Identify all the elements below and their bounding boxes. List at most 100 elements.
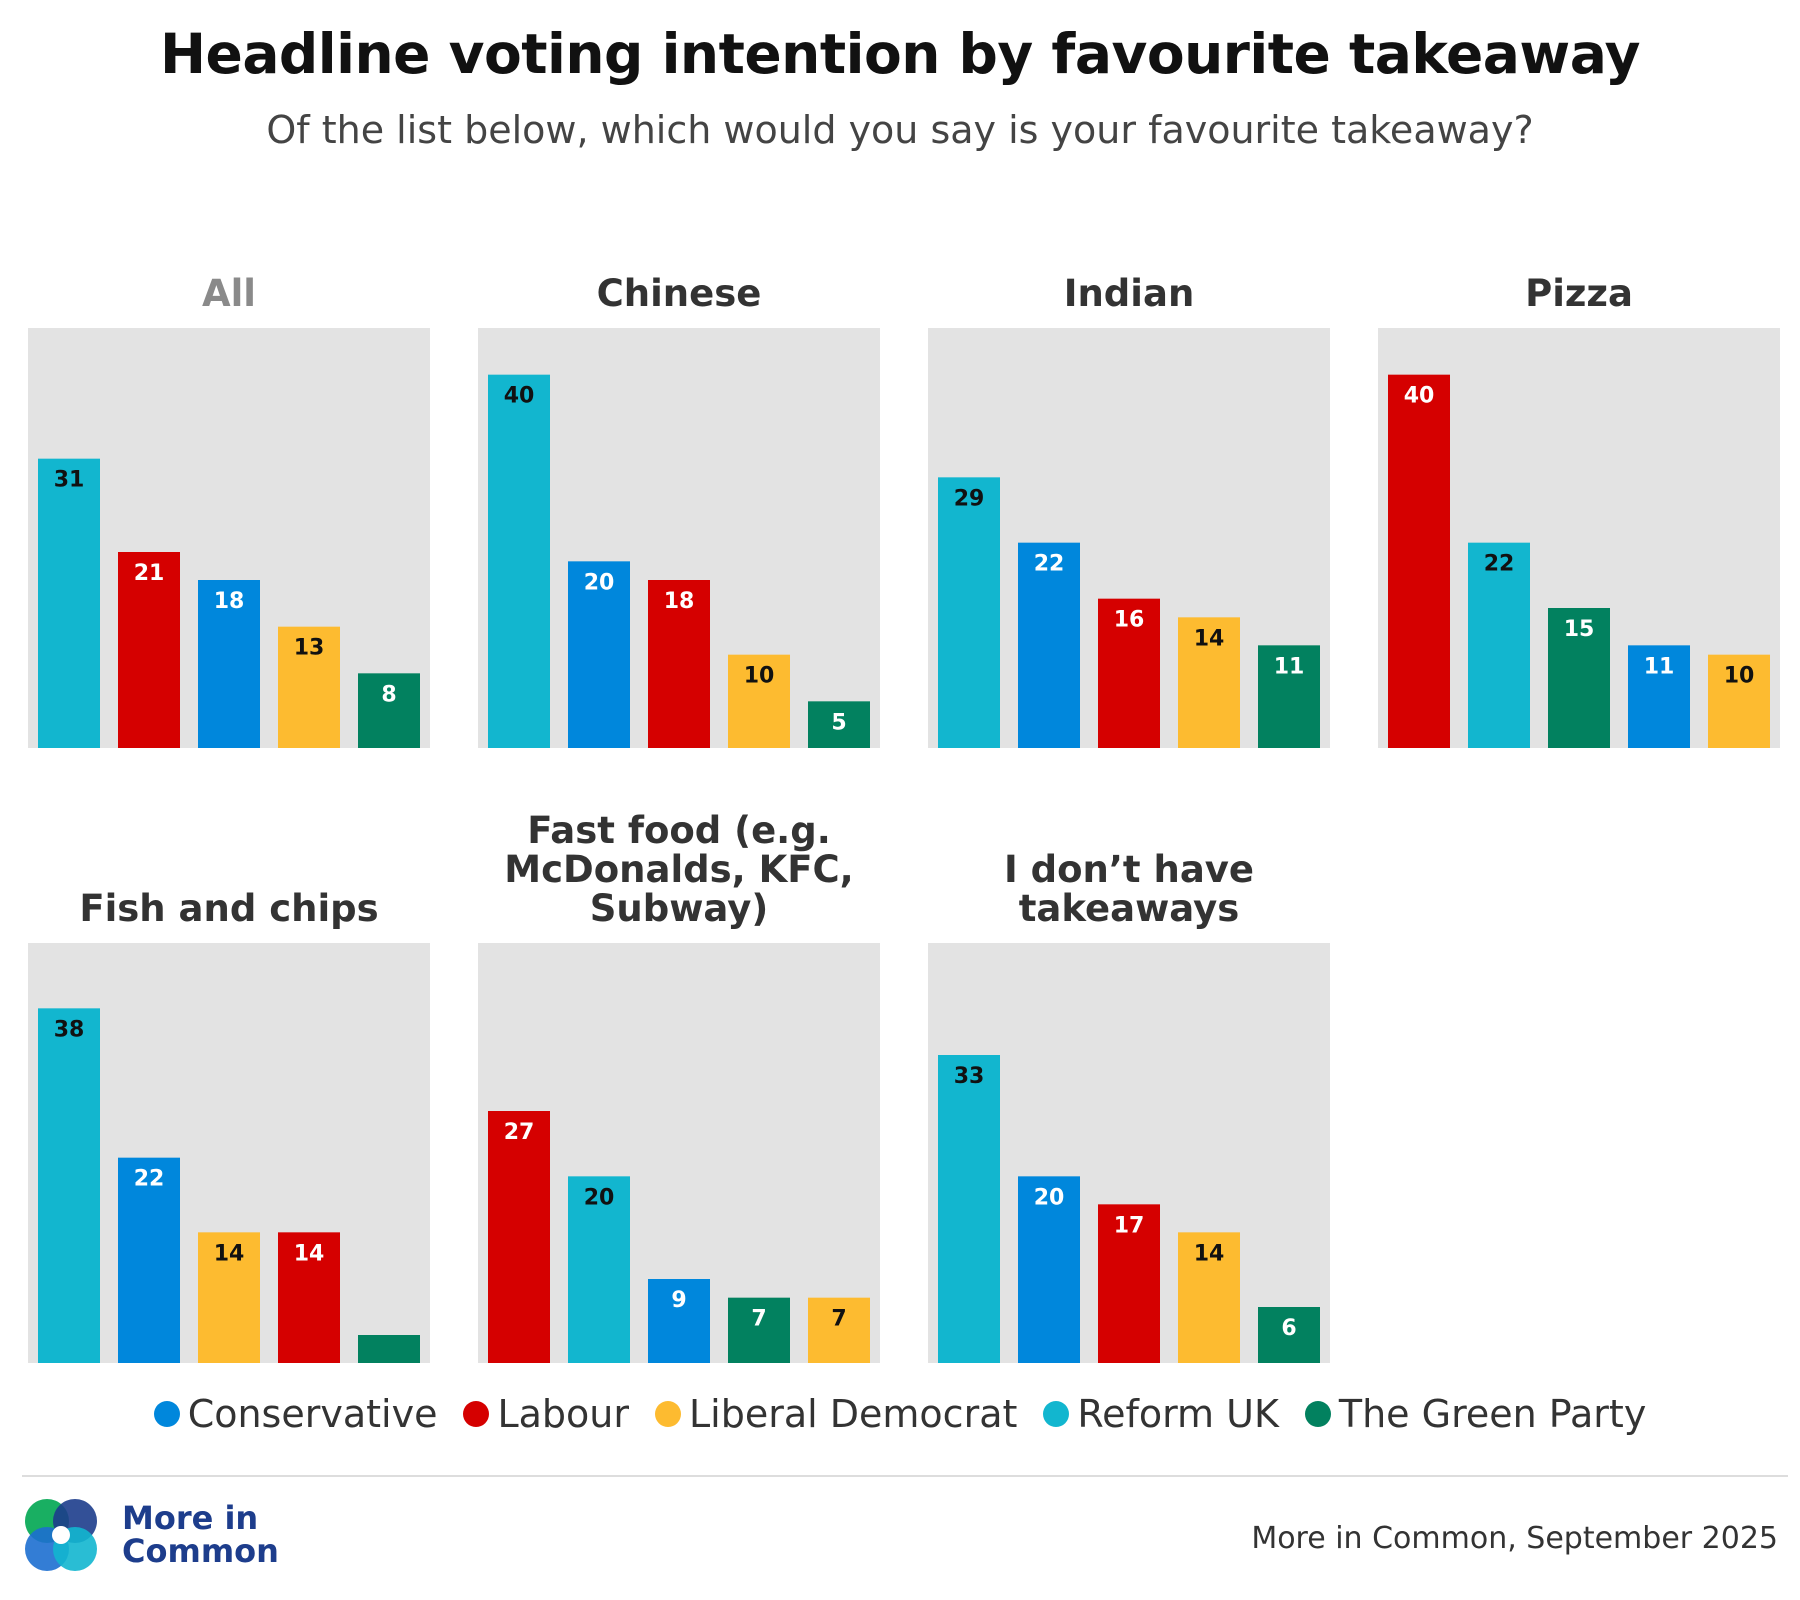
bar-value-label: 15 [1564,617,1595,642]
bar-value-label: 40 [504,384,535,409]
panel-fast-food-e-g-mcdonalds-kfc-subway: Fast food (e.g. McDonalds, KFC, Subway) 27 2… [478,809,880,1363]
legend-item-the-green-party: The Green Party [1304,1392,1647,1436]
legend-item-conservative: Conservative [153,1392,438,1436]
legend-swatch [463,1401,490,1427]
bar-labour [118,552,180,748]
bar-conservative [1018,542,1080,748]
bar-value-label: 29 [954,486,985,511]
legend-label: Reform UK [1077,1392,1279,1436]
bar-reform-uk [488,374,550,748]
bar-conservative [648,1279,710,1363]
bar-value-label: 11 [1274,654,1305,679]
logo-text-line1: More in [122,1499,259,1537]
bar-conservative [118,1157,180,1363]
legend-label: The Green Party [1338,1392,1647,1436]
bar-labour [1098,598,1160,748]
panel-title: I don’t have takeaways [1004,848,1254,930]
bar-value-label: 8 [381,682,396,707]
bar-value-label: 22 [1484,552,1515,577]
panel-title: Chinese [597,272,762,315]
legend-item-labour: Labour [463,1392,629,1436]
panel-title: All [202,272,256,315]
bar-value-label: 13 [294,636,325,661]
legend-swatch [655,1401,681,1427]
bar-the-green-party [358,1335,420,1363]
bar-labour [1098,1204,1160,1363]
legend-swatch [1043,1401,1070,1427]
bar-labour [1388,374,1450,748]
panel-pizza: Pizza 40 22 15 11 10 [1378,272,1780,748]
bar-value-label: 7 [831,1307,846,1332]
panel-title: Pizza [1525,272,1633,315]
bar-value-label: 14 [1194,626,1225,651]
bar-conservative [568,561,630,748]
panel-title: Fast food (e.g. McDonalds, KFC, Subway) [504,809,853,930]
bar-the-green-party [1548,608,1610,748]
bar-value-label: 6 [1281,1316,1296,1341]
bar-value-label: 14 [294,1241,325,1266]
bar-value-label: 21 [134,561,165,586]
bar-value-label: 7 [751,1307,766,1332]
bar-value-label: 18 [664,589,695,614]
panel-title: Fish and chips [79,887,378,930]
bar-value-label: 18 [214,589,245,614]
chart-subtitle: Of the list below, which would you say i… [266,108,1534,152]
bar-reform-uk [1468,542,1530,748]
bar-value-label: 33 [954,1064,985,1089]
bar-the-green-party [728,1297,790,1363]
bar-liberal-democrat [728,654,790,748]
bar-reform-uk [938,477,1000,748]
bar-liberal-democrat [198,1232,260,1363]
bar-the-green-party [808,701,870,748]
bar-value-label: 5 [831,710,846,735]
legend-swatch [1304,1401,1331,1427]
logo: More in Common [22,1496,279,1574]
bar-value-label: 11 [1644,654,1675,679]
bar-liberal-democrat [1178,617,1240,748]
bar-reform-uk [568,1176,630,1363]
bar-the-green-party [358,673,420,748]
bar-value-label: 40 [1404,384,1435,409]
legend-swatch [153,1401,180,1427]
bar-liberal-democrat [278,626,340,748]
bar-value-label: 10 [1724,664,1755,689]
panel-chinese: Chinese 40 20 18 10 5 [478,272,880,748]
logo-mark-icon [25,1499,97,1571]
bar-value-label: 22 [134,1167,165,1192]
bar-reform-uk [38,458,100,748]
panel-indian: Indian 29 22 16 14 11 [928,272,1330,748]
bar-value-label: 20 [584,570,615,595]
bar-value-label: 22 [1034,552,1065,577]
bar-value-label: 10 [744,664,775,689]
legend-item-reform-uk: Reform UK [1043,1392,1279,1436]
bar-value-label: 27 [504,1120,535,1145]
bar-the-green-party [1258,1307,1320,1363]
legend-item-liberal-democrat: Liberal Democrat [655,1392,1017,1436]
panel-title: Indian [1064,272,1195,315]
panel-all: All 31 21 18 13 8 [28,272,430,748]
bar-liberal-democrat [808,1297,870,1363]
small-multiples-chart: All 31 21 18 13 8 Chinese 40 20 18 10 5 Indian 29 22 16… [28,272,1780,1363]
bar-conservative [1628,645,1690,748]
bar-conservative [1018,1176,1080,1363]
bar-labour [488,1111,550,1363]
bar-value-label: 14 [214,1241,245,1266]
chart-title: Headline voting intention by favourite t… [159,22,1641,86]
bar-value-label: 20 [584,1185,615,1210]
bar-value-label: 31 [54,468,85,493]
bar-labour [648,580,710,748]
source-note: More in Common, September 2025 [1251,1521,1778,1556]
bar-reform-uk [38,1008,100,1363]
bar-value-label: 16 [1114,608,1145,633]
legend-label: Liberal Democrat [689,1392,1018,1436]
bar-reform-uk [938,1055,1000,1363]
bar-liberal-democrat [1178,1232,1240,1363]
bar-liberal-democrat [1708,654,1770,748]
footer-divider [22,1475,1788,1477]
logo-text-line2: Common [122,1532,279,1570]
legend-label: Labour [497,1392,629,1436]
bar-the-green-party [1258,645,1320,748]
legend-label: Conservative [187,1392,438,1436]
legend: Conservative Labour Liberal Democrat Reform… [0,1392,1800,1436]
bar-value-label: 20 [1034,1185,1065,1210]
